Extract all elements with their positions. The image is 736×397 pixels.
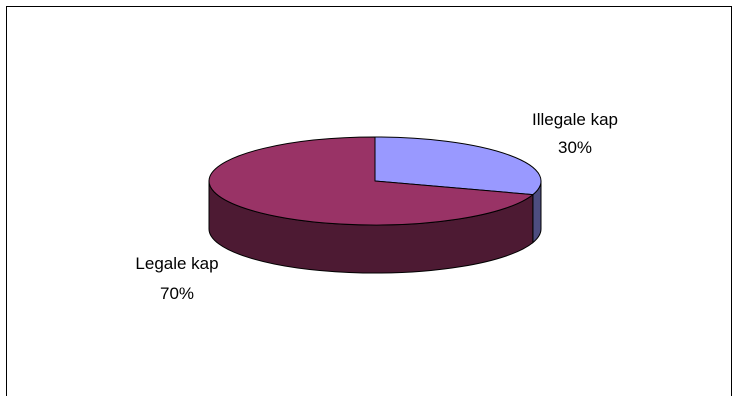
slice-label-legale-kap: Legale kap: [135, 254, 218, 273]
slice-illegale-kap: [374, 136, 542, 196]
slice-legale-kap: [208, 136, 534, 226]
slice-percent-illegale-kap: 30%: [558, 138, 592, 157]
pie-slices: [208, 136, 542, 226]
slice-percent-legale-kap: 70%: [160, 284, 194, 303]
pie-chart: Illegale kap 30% Legale kap 70%: [135, 110, 618, 303]
chart-frame: Illegale kap 30% Legale kap 70%: [6, 6, 732, 396]
slice-label-illegale-kap: Illegale kap: [532, 110, 618, 129]
